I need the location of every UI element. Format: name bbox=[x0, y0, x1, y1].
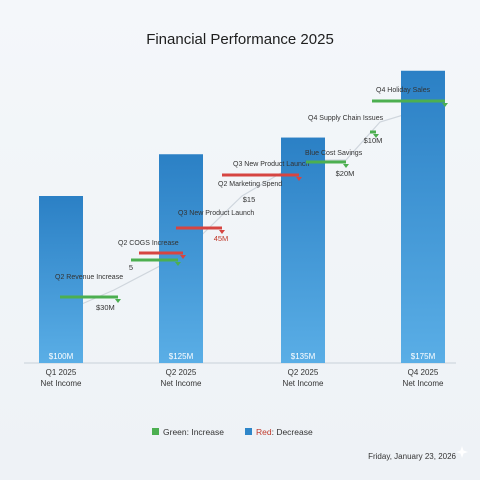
annotation-label: Q2 COGS Increase bbox=[118, 240, 179, 247]
annotation-label: Q2 Revenue Increase bbox=[55, 274, 123, 281]
x-tick-label: Net Income bbox=[403, 379, 444, 388]
bar-3 bbox=[281, 137, 325, 363]
footer-date: Friday, January 23, 2026 bbox=[368, 452, 456, 461]
legend-label-decrease-plain: : Decrease bbox=[272, 427, 313, 437]
connector-layer bbox=[60, 108, 424, 314]
annotation-arrow-decrease bbox=[219, 230, 225, 234]
legend-label-decrease-colored: Red bbox=[256, 427, 272, 437]
annotation-label: Q2 Marketing Spend bbox=[218, 181, 282, 188]
x-tick-label: Q2 2025 bbox=[288, 368, 319, 377]
sparkle-icon bbox=[456, 446, 468, 458]
annotation-label: Q3 New Product Launch bbox=[178, 210, 254, 217]
bar-value-label: $125M bbox=[169, 352, 194, 361]
x-tick-layer: Q1 2025 Net Income Q2 2025 Net Income Q2 202… bbox=[41, 368, 444, 388]
legend-swatch-increase bbox=[152, 428, 159, 435]
annotation-value: 5 bbox=[129, 263, 133, 272]
bar-value-label: $135M bbox=[291, 352, 316, 361]
bars-layer: $100M $125M $135M $175M bbox=[39, 70, 445, 363]
chart-title: Financial Performance 2025 bbox=[146, 31, 334, 48]
x-tick-label: Net Income bbox=[41, 379, 82, 388]
legend-label-increase-plain: Green: Increase bbox=[163, 427, 224, 437]
connector-line bbox=[60, 108, 424, 314]
annotation-label: Blue Cost Savings bbox=[305, 150, 363, 157]
annotation-value: $10M bbox=[364, 136, 383, 145]
annotation-label: Q4 Holiday Sales bbox=[376, 87, 431, 94]
bar-value-label: $100M bbox=[49, 352, 74, 361]
annotation-value: 45M bbox=[214, 234, 229, 243]
bar-1 bbox=[39, 196, 83, 363]
annotation-arrow-decrease bbox=[296, 177, 302, 181]
annotation-arrow-increase bbox=[373, 134, 379, 138]
annotation-arrow-increase bbox=[175, 262, 181, 266]
x-tick-label: Q2 2025 bbox=[166, 368, 197, 377]
legend-swatch-decrease bbox=[245, 428, 252, 435]
annotation-arrow-increase bbox=[115, 299, 121, 303]
x-tick-label: Q1 2025 bbox=[46, 368, 77, 377]
x-tick-label: Net Income bbox=[283, 379, 324, 388]
bar-value-label: $175M bbox=[411, 352, 436, 361]
annotation-value: $15 bbox=[243, 195, 256, 204]
annotation-arrow-increase bbox=[343, 164, 349, 168]
x-tick-label: Net Income bbox=[161, 379, 202, 388]
annotation-arrow-decrease bbox=[180, 255, 186, 259]
legend: Green: Increase Red: Decrease bbox=[152, 427, 313, 437]
bar-4 bbox=[401, 70, 445, 363]
annotation-value: $20M bbox=[336, 169, 355, 178]
annotation-label: Q3 New Product Launch bbox=[233, 161, 309, 168]
annotation-arrow-increase bbox=[442, 103, 448, 107]
legend-label-increase: Green: Increase bbox=[163, 427, 224, 437]
legend-label-decrease: Red: Decrease bbox=[256, 427, 313, 437]
annotation-layer: Q2 Revenue Increase $30M Q2 COGS Increase 5… bbox=[55, 87, 448, 312]
annotation-label: Q4 Supply Chain Issues bbox=[308, 115, 384, 122]
x-tick-label: Q4 2025 bbox=[408, 368, 439, 377]
annotation-value: $30M bbox=[96, 303, 115, 312]
